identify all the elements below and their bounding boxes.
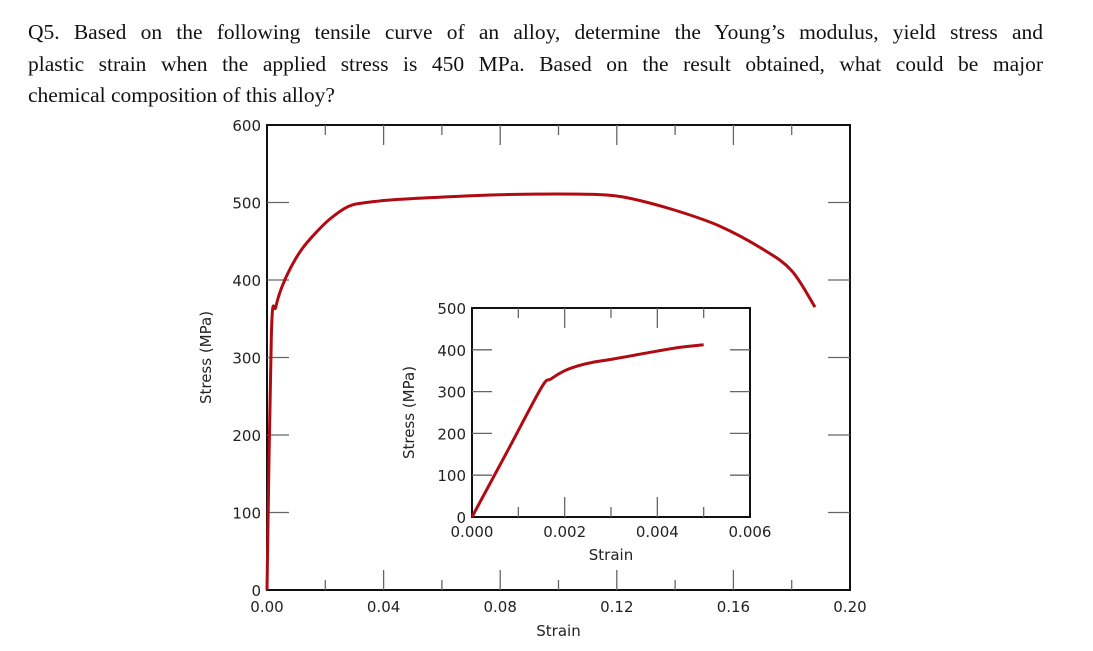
y-tick-label: 100 (437, 467, 466, 485)
x-tick-label: 0.00 (250, 598, 283, 616)
y-tick-label: 0 (456, 509, 466, 527)
y-tick-label: 200 (232, 427, 261, 445)
y-tick-label: 500 (437, 300, 466, 318)
plot-frame (471, 307, 751, 518)
y-tick-label: 300 (437, 384, 466, 402)
y-tick-label: 400 (232, 272, 261, 290)
x-axis-label: Strain (536, 622, 580, 640)
y-tick-label: 200 (437, 425, 466, 443)
stress-strain-curve (470, 343, 704, 518)
y-axis-label: Stress (MPa) (197, 311, 215, 404)
y-tick-label: 300 (232, 350, 261, 368)
y-axis-label: Stress (MPa) (400, 366, 418, 459)
x-tick-label: 0.002 (543, 523, 586, 541)
x-axis-label: Strain (589, 546, 633, 564)
y-tick-label: 0 (251, 582, 261, 600)
x-tick-label: 0.004 (636, 523, 679, 541)
x-tick-label: 0.04 (367, 598, 400, 616)
x-tick-label: 0.12 (600, 598, 633, 616)
x-tick-label: 0.20 (833, 598, 866, 616)
question-text: Q5. Based on the following tensile curve… (28, 17, 1043, 112)
question-line-2: plastic strain when the applied stress i… (28, 51, 1043, 76)
inset-chart: 0.000 0.002 0.004 0.006 0 100 200 300 400 500 Stra… (400, 300, 771, 564)
x-tick-label: 0.000 (451, 523, 494, 541)
y-tick-label: 400 (437, 342, 466, 360)
stress-strain-curve (265, 192, 817, 591)
y-tick-label: 500 (232, 195, 261, 213)
y-tick-label: 600 (232, 117, 261, 135)
x-tick-label: 0.006 (729, 523, 772, 541)
x-tick-label: 0.16 (717, 598, 750, 616)
y-tick-label: 100 (232, 505, 261, 523)
question-line-3: chemical composition of this alloy? (28, 83, 335, 107)
question-line-1: Q5. Based on the following tensile curve… (28, 20, 1043, 44)
x-tick-label: 0.08 (483, 598, 516, 616)
